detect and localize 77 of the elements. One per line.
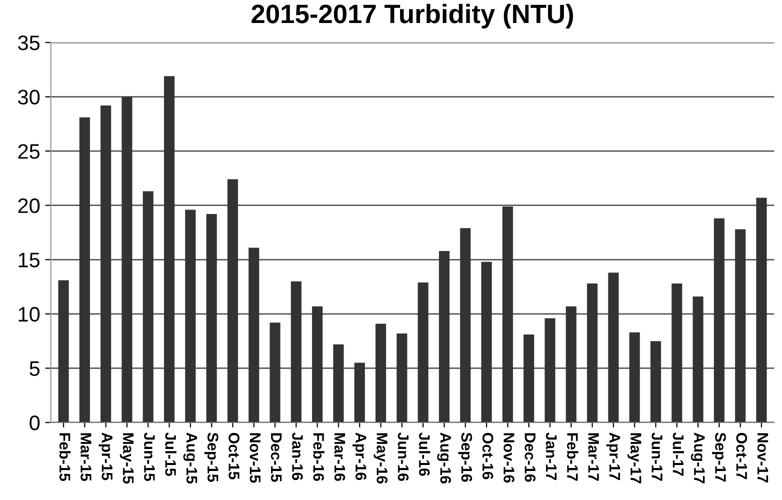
bar bbox=[438, 250, 450, 422]
bar bbox=[396, 333, 408, 422]
x-tick-label: Mar-17 bbox=[588, 433, 599, 481]
x-tick-label: Jun-15 bbox=[144, 432, 155, 482]
x-tick-label: May-15 bbox=[120, 433, 134, 484]
bar bbox=[270, 322, 280, 422]
y-tick-label: 0 bbox=[30, 416, 40, 430]
bar bbox=[164, 76, 175, 422]
x-tick-label: Feb-15 bbox=[59, 433, 71, 482]
y-tick-label: 35 bbox=[18, 36, 40, 50]
bar bbox=[227, 179, 238, 422]
x-tick-label: Apr-15 bbox=[98, 432, 112, 480]
chart-title: 2015-2017 Turbidity (NTU) bbox=[252, 4, 574, 29]
bar bbox=[502, 206, 513, 422]
bar bbox=[312, 306, 323, 422]
bar bbox=[544, 318, 556, 422]
bar bbox=[333, 344, 344, 422]
bar bbox=[290, 281, 302, 422]
bar bbox=[122, 96, 132, 422]
bar bbox=[206, 214, 217, 422]
bar bbox=[608, 272, 619, 422]
bar bbox=[735, 229, 746, 422]
bar bbox=[185, 210, 196, 422]
x-tick-label: Jun-17 bbox=[652, 432, 662, 481]
x-tick-label: Aug-17 bbox=[690, 432, 705, 484]
x-tick-label: Oct-15 bbox=[228, 432, 240, 480]
x-tick-label: Jul-15 bbox=[165, 432, 176, 476]
x-tick-label: Mar-15 bbox=[80, 433, 92, 482]
bar bbox=[629, 332, 640, 422]
bar bbox=[354, 362, 365, 422]
x-tick-label: Nov-15 bbox=[250, 433, 260, 483]
y-tick-label: 20 bbox=[18, 198, 40, 214]
x-tick-label: Dec-16 bbox=[524, 433, 536, 482]
y-tick-label: 25 bbox=[18, 144, 40, 159]
bar bbox=[418, 282, 428, 422]
bar bbox=[248, 248, 260, 422]
x-tick-label: Jan-16 bbox=[292, 432, 303, 480]
x-tick-label: Feb-17 bbox=[567, 433, 578, 481]
x-tick-label: Dec-15 bbox=[270, 433, 282, 482]
x-tick-label: Feb-16 bbox=[313, 433, 324, 481]
x-tick-label: Mar-16 bbox=[334, 433, 346, 481]
y-tick-label: 5 bbox=[30, 361, 40, 376]
bar bbox=[756, 198, 767, 422]
bar bbox=[79, 117, 90, 422]
x-tick-label: Jul-16 bbox=[418, 432, 430, 476]
bar bbox=[100, 105, 112, 422]
bar bbox=[524, 334, 534, 422]
bar bbox=[672, 284, 682, 422]
y-tick-label: 15 bbox=[18, 252, 40, 268]
bar bbox=[460, 228, 471, 422]
bar bbox=[58, 280, 69, 422]
bar bbox=[142, 191, 154, 422]
x-tick-label: Nov-16 bbox=[504, 433, 514, 483]
x-tick-label: Jan-17 bbox=[546, 432, 557, 480]
x-tick-label: Apr-17 bbox=[606, 432, 620, 480]
x-tick-label: May-17 bbox=[627, 433, 642, 484]
y-tick-label: 10 bbox=[18, 306, 40, 322]
x-tick-label: Jun-16 bbox=[398, 432, 409, 481]
bar bbox=[692, 296, 704, 422]
y-tick-label: 30 bbox=[18, 90, 40, 105]
x-tick-label: Aug-16 bbox=[437, 432, 452, 484]
bar bbox=[481, 262, 492, 422]
x-tick-label: Apr-16 bbox=[352, 432, 366, 480]
bar bbox=[714, 218, 724, 422]
x-tick-label: Jul-17 bbox=[672, 432, 684, 476]
x-tick-label: Nov-17 bbox=[757, 433, 768, 482]
bar bbox=[375, 324, 386, 422]
bar bbox=[650, 341, 662, 422]
x-tick-label: Sep-17 bbox=[712, 432, 726, 482]
x-tick-label: Aug-15 bbox=[183, 432, 198, 484]
x-tick-label: May-16 bbox=[374, 433, 388, 484]
x-tick-label: Oct-16 bbox=[482, 432, 494, 480]
x-tick-label: Oct-17 bbox=[736, 432, 748, 480]
x-tick-label: Sep-15 bbox=[204, 432, 218, 482]
bar bbox=[566, 306, 576, 422]
x-tick-label: Sep-16 bbox=[458, 432, 472, 482]
bar bbox=[586, 284, 598, 422]
